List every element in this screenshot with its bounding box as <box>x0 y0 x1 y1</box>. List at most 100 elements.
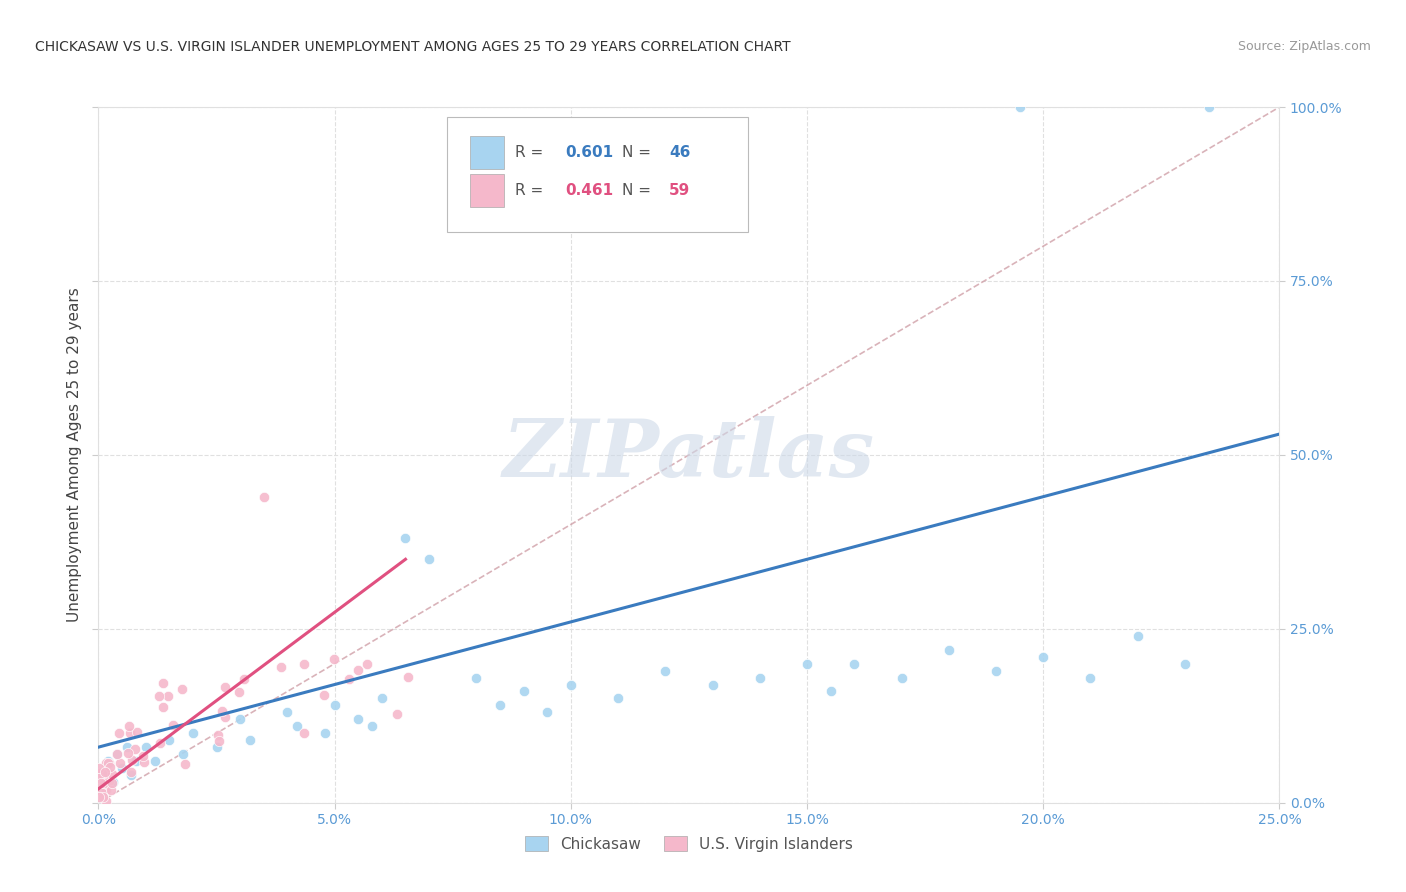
Point <box>214 710 236 724</box>
Text: R =: R = <box>516 145 548 160</box>
Point <box>560 677 582 691</box>
Point <box>149 736 172 750</box>
Text: 0.601: 0.601 <box>565 145 613 160</box>
FancyBboxPatch shape <box>447 118 748 232</box>
Point <box>101 775 124 789</box>
Point <box>1198 100 1220 114</box>
Point <box>347 663 370 677</box>
Point <box>211 705 233 719</box>
Point <box>100 783 122 797</box>
Point <box>91 790 114 805</box>
Point <box>94 783 117 797</box>
Point <box>276 706 298 720</box>
Point <box>97 756 120 770</box>
Point <box>207 728 229 742</box>
Point <box>98 773 121 788</box>
Y-axis label: Unemployment Among Ages 25 to 29 years: Unemployment Among Ages 25 to 29 years <box>66 287 82 623</box>
Point <box>143 754 166 768</box>
Text: ZIPatlas: ZIPatlas <box>503 417 875 493</box>
Point <box>465 671 488 685</box>
Point <box>205 740 228 755</box>
Point <box>100 775 122 789</box>
Point <box>93 776 115 790</box>
Point <box>270 660 292 674</box>
Point <box>89 766 111 780</box>
Point <box>111 761 134 775</box>
Point <box>174 757 197 772</box>
Point <box>108 726 131 740</box>
Point <box>489 698 512 713</box>
Point <box>312 688 335 702</box>
Point <box>118 726 141 740</box>
Point <box>1032 649 1054 664</box>
FancyBboxPatch shape <box>471 136 503 169</box>
Point <box>118 719 141 733</box>
Point <box>356 657 378 672</box>
Point <box>135 740 157 755</box>
Point <box>654 664 676 678</box>
Point <box>127 725 149 739</box>
Point <box>148 689 170 703</box>
Point <box>361 719 384 733</box>
Point <box>121 768 143 782</box>
Point <box>170 681 193 696</box>
Point <box>98 760 121 774</box>
Point <box>984 664 1007 678</box>
Legend: Chickasaw, U.S. Virgin Islanders: Chickasaw, U.S. Virgin Islanders <box>519 830 859 858</box>
Point <box>115 740 138 755</box>
Point <box>152 700 174 714</box>
Point <box>536 706 558 720</box>
Point <box>253 490 276 504</box>
Point <box>101 767 124 781</box>
Point <box>323 698 346 713</box>
Point <box>91 786 114 800</box>
Point <box>125 754 148 768</box>
Point <box>121 753 143 767</box>
Point <box>208 734 231 748</box>
Point <box>512 684 534 698</box>
Point <box>89 761 111 775</box>
Point <box>97 756 120 771</box>
Point <box>120 764 142 779</box>
Text: 0.461: 0.461 <box>565 183 613 198</box>
Point <box>748 671 770 685</box>
Point <box>890 671 912 685</box>
Point <box>94 756 117 770</box>
Point <box>820 684 842 698</box>
Point <box>285 719 308 733</box>
Point <box>371 691 394 706</box>
Point <box>90 776 112 790</box>
Point <box>214 680 236 694</box>
Point <box>347 712 370 726</box>
Point <box>89 771 111 785</box>
Point <box>181 726 204 740</box>
FancyBboxPatch shape <box>471 174 503 207</box>
Text: R =: R = <box>516 183 548 198</box>
Point <box>157 733 180 747</box>
Point <box>394 532 416 546</box>
Point <box>1126 629 1149 643</box>
Point <box>94 764 117 779</box>
Point <box>1008 100 1031 114</box>
Text: N =: N = <box>621 183 655 198</box>
Text: Source: ZipAtlas.com: Source: ZipAtlas.com <box>1237 40 1371 54</box>
Point <box>162 718 184 732</box>
Point <box>91 768 114 782</box>
Point <box>396 670 419 684</box>
Point <box>105 747 128 761</box>
Point <box>93 766 115 780</box>
Point <box>94 794 117 808</box>
Text: 46: 46 <box>669 145 690 160</box>
Point <box>157 689 180 703</box>
Point <box>124 742 146 756</box>
Point <box>228 685 250 699</box>
Point <box>87 790 110 805</box>
Point <box>117 746 139 760</box>
Point <box>229 712 252 726</box>
Point <box>105 747 128 761</box>
Point <box>132 755 155 769</box>
Point <box>108 756 131 771</box>
Point <box>418 552 440 566</box>
Point <box>322 652 344 666</box>
Point <box>314 726 336 740</box>
